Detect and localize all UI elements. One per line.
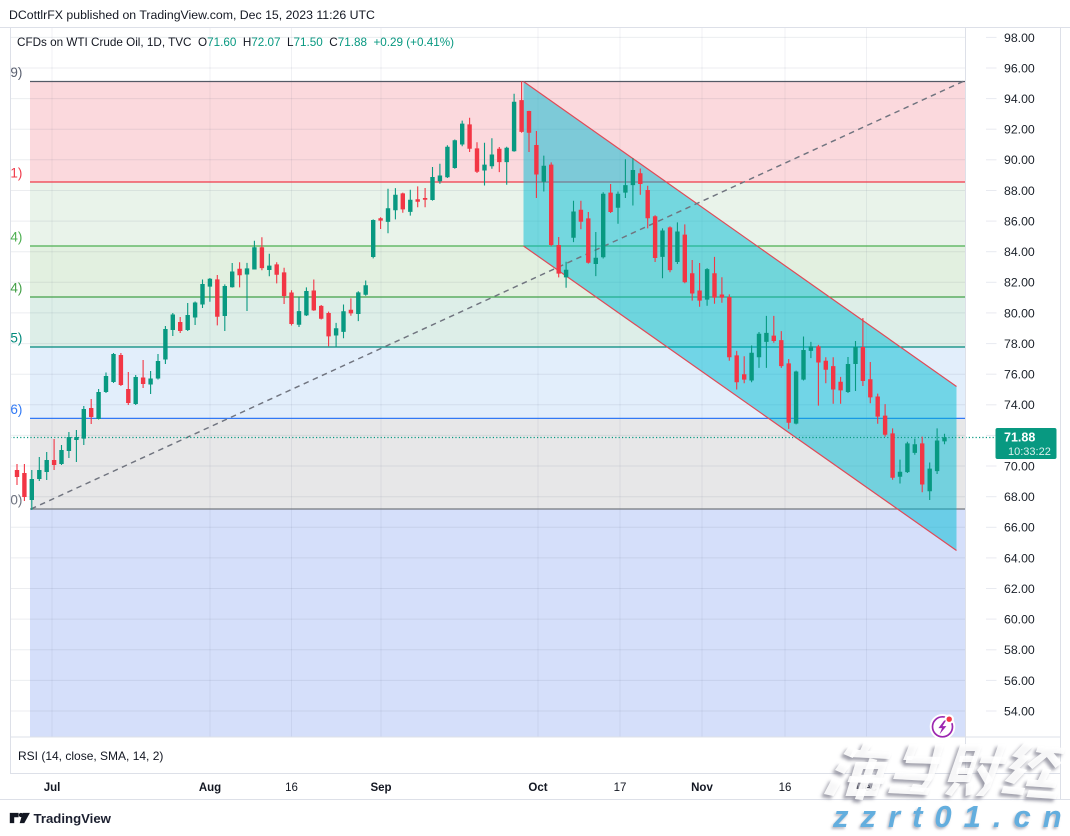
- svg-text:Oct: Oct: [528, 782, 547, 794]
- svg-text:17: 17: [614, 782, 627, 794]
- svg-text:(77.75): (77.75): [0, 331, 22, 346]
- svg-text:Aug: Aug: [199, 782, 221, 794]
- svg-text:74.00: 74.00: [1004, 398, 1035, 412]
- svg-text:70.00: 70.00: [1004, 459, 1035, 473]
- svg-text:88.00: 88.00: [1004, 184, 1035, 198]
- svg-text:16: 16: [779, 782, 792, 794]
- svg-text:94.00: 94.00: [1004, 92, 1035, 106]
- svg-text:58.00: 58.00: [1004, 643, 1035, 657]
- svg-text:84.00: 84.00: [1004, 245, 1035, 259]
- svg-text:92.00: 92.00: [1004, 123, 1035, 137]
- svg-text:86.00: 86.00: [1004, 215, 1035, 229]
- svg-text:64.00: 64.00: [1004, 551, 1035, 565]
- svg-text:68.00: 68.00: [1004, 490, 1035, 504]
- svg-text:80.00: 80.00: [1004, 306, 1035, 320]
- svg-text:54.00: 54.00: [1004, 704, 1035, 718]
- svg-text:10:33:22: 10:33:22: [1008, 446, 1051, 458]
- svg-text:82.00: 82.00: [1004, 276, 1035, 290]
- svg-text:98.00: 98.00: [1004, 31, 1035, 45]
- svg-text:CFDs on WTI Crude Oil, 1D, TVC: CFDs on WTI Crude Oil, 1D, TVC O71.60 H7…: [17, 36, 454, 49]
- svg-text:Nov: Nov: [691, 782, 713, 794]
- svg-text:(95.09): (95.09): [0, 65, 22, 80]
- svg-text:(84.34): (84.34): [0, 230, 22, 245]
- svg-text:TradingView: TradingView: [34, 811, 112, 826]
- svg-text:60.00: 60.00: [1004, 613, 1035, 627]
- svg-text:DCottlrFX published on Trading: DCottlrFX published on TradingView.com, …: [9, 8, 375, 22]
- svg-text:76.00: 76.00: [1004, 368, 1035, 382]
- svg-text:96.00: 96.00: [1004, 61, 1035, 75]
- svg-text:RSI (14, close, SMA, 14, 2): RSI (14, close, SMA, 14, 2): [18, 749, 163, 763]
- svg-text:(88.41): (88.41): [0, 166, 22, 181]
- svg-text:Sep: Sep: [370, 782, 391, 794]
- svg-text:Jul: Jul: [44, 782, 61, 794]
- svg-text:(73.06): (73.06): [0, 402, 22, 417]
- svg-text:16: 16: [285, 782, 298, 794]
- svg-text:66.00: 66.00: [1004, 521, 1035, 535]
- svg-text:56.00: 56.00: [1004, 674, 1035, 688]
- svg-text:71.88: 71.88: [1004, 431, 1035, 445]
- svg-text:90.00: 90.00: [1004, 153, 1035, 167]
- svg-text:78.00: 78.00: [1004, 337, 1035, 351]
- svg-text:(67.20): (67.20): [0, 493, 22, 508]
- svg-text:zzrt01.cn: zzrt01.cn: [832, 799, 1070, 834]
- svg-text:(81.04): (81.04): [0, 281, 22, 296]
- svg-text:62.00: 62.00: [1004, 582, 1035, 596]
